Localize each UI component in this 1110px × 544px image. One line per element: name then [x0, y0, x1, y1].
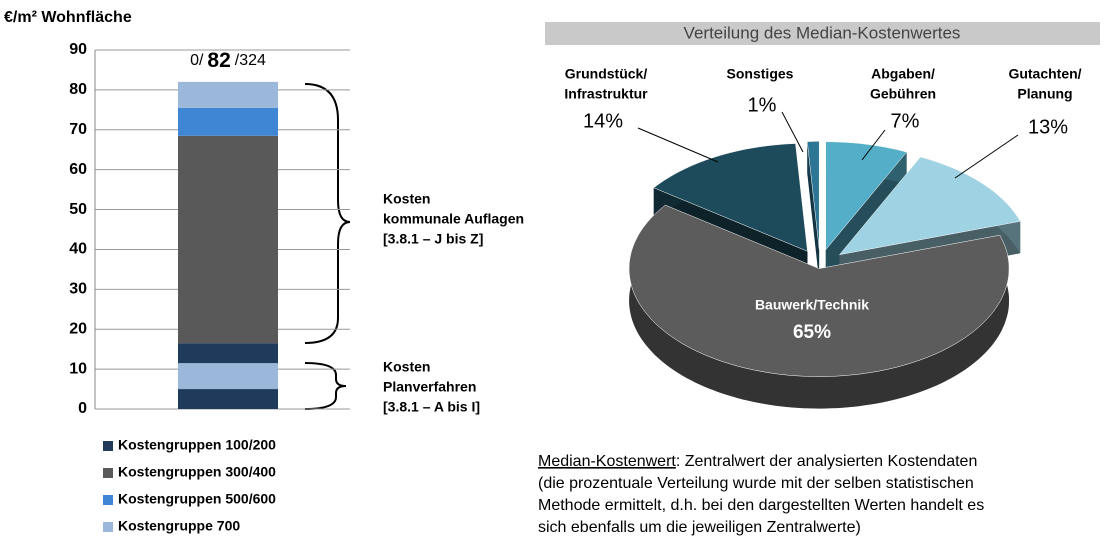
- pie-title: Verteilung des Median-Kostenwertes: [684, 23, 961, 42]
- leader-line: [861, 129, 886, 161]
- pie-category-label: Gebühren: [870, 86, 936, 102]
- y-tick-label: 80: [69, 81, 87, 98]
- legend-swatch: [103, 441, 113, 451]
- brace: [304, 83, 351, 344]
- pie-slice: [628, 204, 1010, 377]
- note-line: (die prozentuale Verteilung wurde mit de…: [538, 475, 974, 492]
- note-text: : Zentralwert der analysierten Kostendat…: [676, 453, 978, 470]
- bar-segment: [178, 389, 278, 409]
- legend-label: Kostengruppe 700: [118, 518, 240, 534]
- legend-swatch: [103, 495, 113, 505]
- brace-annotation: Planverfahren: [383, 379, 476, 395]
- bar-segment: [178, 81, 278, 108]
- pie-category-label: Sonstiges: [727, 66, 794, 82]
- pie-category-label: Abgaben/: [871, 66, 935, 82]
- bar-top-label-part: 82: [207, 49, 230, 72]
- y-tick-label: 30: [69, 281, 87, 298]
- legend-swatch: [103, 522, 113, 532]
- brace-annotation: [3.8.1 – J bis Z]: [383, 231, 483, 247]
- pie-slice: [825, 141, 908, 251]
- y-tick-label: 10: [69, 360, 87, 377]
- pie-side: [807, 141, 820, 282]
- brace-annotation: [3.8.1 – A bis I]: [383, 399, 480, 415]
- bar-segment: [178, 107, 278, 136]
- pie-slice: [653, 143, 808, 252]
- pie-title-bg: [545, 22, 1100, 45]
- pie-slice: [807, 141, 820, 250]
- legend-label: Kostengruppen 100/200: [118, 437, 276, 453]
- y-tick-label: 40: [69, 241, 87, 258]
- brace-annotation: kommunale Auflagen: [383, 211, 524, 227]
- bar-segment: [178, 343, 278, 364]
- leader-line: [781, 111, 804, 153]
- y-tick-label: 0: [78, 400, 87, 417]
- pie-value-label: 7%: [891, 110, 920, 132]
- legend-swatch: [103, 468, 113, 478]
- bar-segment: [178, 363, 278, 390]
- leader-line: [954, 134, 1019, 179]
- pie-category-label: Grundstück/: [565, 66, 648, 82]
- leader-line: [637, 127, 719, 163]
- bar-segment: [178, 135, 278, 344]
- pie-category-label: Infrastruktur: [564, 86, 648, 102]
- y-tick-label: 50: [69, 201, 87, 218]
- note-line: Median-Kostenwert: Zentralwert der analy…: [538, 453, 977, 470]
- y-tick-label: 60: [69, 161, 87, 178]
- pie-category-label: Bauwerk/Technik: [755, 297, 869, 313]
- bar-top-label-part: 0/: [190, 52, 204, 69]
- note-line: sich ebenfalls um die jeweiligen Zentral…: [538, 519, 861, 536]
- pie-category-label: Planung: [1017, 86, 1072, 102]
- pie-category-label: Gutachten/: [1008, 66, 1081, 82]
- y-axis-label: €/m² Wohnfläche: [4, 9, 132, 26]
- y-tick-label: 20: [69, 320, 87, 337]
- y-tick-label: 70: [69, 121, 87, 138]
- pie-value-label: 1%: [748, 94, 777, 116]
- pie-slice: [838, 156, 1021, 256]
- pie-value-label: 14%: [583, 110, 623, 132]
- bar-top-label: 0/82/324: [190, 49, 266, 72]
- brace: [304, 362, 347, 410]
- bar-top-label-part: /324: [235, 52, 266, 69]
- brace-annotation: Kosten: [383, 191, 430, 207]
- note-line: Methode ermittelt, d.h. bei den dargeste…: [538, 497, 984, 514]
- note-term: Median-Kostenwert: [538, 453, 676, 470]
- brace-annotation: Kosten: [383, 359, 430, 375]
- pie-value-label: 65%: [793, 322, 831, 343]
- y-tick-label: 90: [69, 41, 87, 58]
- legend-label: Kostengruppen 500/600: [118, 491, 276, 507]
- legend-label: Kostengruppen 300/400: [118, 464, 276, 480]
- pie-value-label: 13%: [1028, 116, 1068, 138]
